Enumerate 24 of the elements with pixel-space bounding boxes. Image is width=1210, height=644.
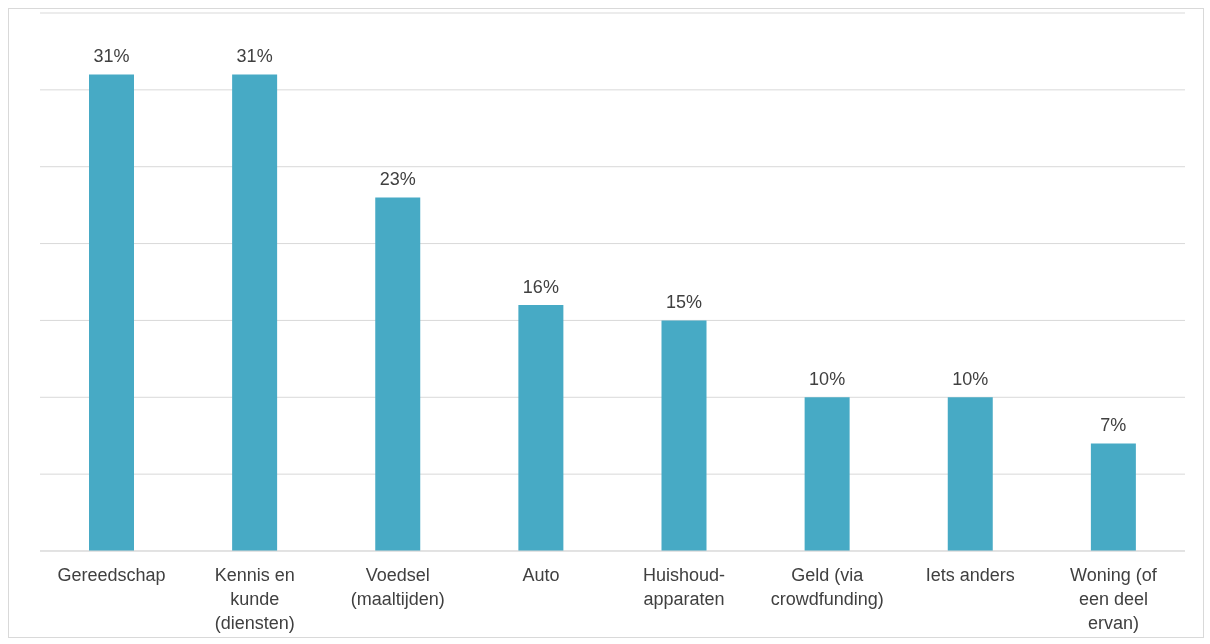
data-label: 15% <box>665 292 703 313</box>
x-tick-label: Voedsel (maaltijden) <box>350 565 445 609</box>
x-tick-label: Kennis en kunde (diensten) <box>214 565 295 633</box>
x-tick-label: Geld (via crowdfunding) <box>770 565 884 609</box>
bar <box>661 320 707 551</box>
x-tick-label: Huishoud-apparaten <box>643 565 726 609</box>
x-tick-label: Iets anders <box>925 565 1015 585</box>
data-label: 7% <box>1100 415 1127 436</box>
x-tick-label: Gereedschap <box>57 565 166 585</box>
bar <box>89 74 134 551</box>
x-tick-label: Woning (of een deel ervan) <box>1070 565 1158 633</box>
bar <box>232 74 278 551</box>
data-label: 10% <box>952 369 989 390</box>
bar <box>1090 443 1136 551</box>
x-tick-label: Auto <box>522 565 560 585</box>
data-label: 10% <box>809 369 846 390</box>
data-label: 31% <box>93 46 130 67</box>
bar <box>518 305 564 551</box>
data-label: 23% <box>379 169 416 190</box>
data-label: 31% <box>236 46 273 67</box>
data-label: 16% <box>522 277 559 298</box>
bar <box>375 197 421 551</box>
bar <box>947 397 993 551</box>
bar <box>804 397 850 551</box>
